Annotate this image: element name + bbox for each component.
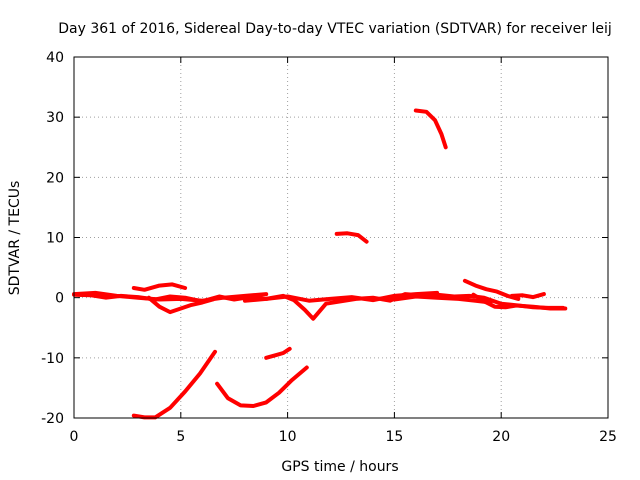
series-track-m: [264, 346, 292, 360]
series-track-i: [334, 231, 369, 244]
series-track-g: [471, 292, 568, 311]
series-track-d: [242, 290, 440, 303]
series-track-l: [215, 365, 309, 408]
grid: [74, 57, 608, 418]
x-axis-label: GPS time / hours: [281, 459, 398, 475]
chart-title: Day 361 of 2016, Sidereal Day-to-day VTE…: [58, 21, 612, 37]
series-track-b: [131, 282, 188, 292]
series-track-e: [392, 294, 493, 305]
series-track-k: [131, 349, 217, 420]
series-track-f: [462, 278, 521, 301]
series-track-a: [72, 290, 269, 303]
y-tick-label: -20: [41, 411, 64, 427]
y-tick-label: 40: [46, 50, 64, 66]
series-track-c: [146, 295, 215, 315]
y-tick-label: 0: [55, 291, 64, 307]
data-series: [72, 108, 568, 420]
x-tick-label: 25: [599, 429, 617, 445]
series-track-j: [413, 108, 448, 150]
y-tick-label: 20: [46, 170, 64, 186]
x-tick-label: 10: [279, 429, 297, 445]
axis-ticks: 0 5 10 15 20 25 -20 -10 0 10 20 30 40: [41, 50, 617, 445]
x-tick-label: 15: [385, 429, 403, 445]
y-tick-label: -10: [41, 351, 64, 367]
x-tick-label: 20: [492, 429, 510, 445]
x-tick-label: 5: [176, 429, 185, 445]
x-tick-label: 0: [70, 429, 79, 445]
series-track-h: [509, 292, 546, 300]
y-tick-label: 30: [46, 110, 64, 126]
y-axis-label: SDTVAR / TECUs: [7, 181, 23, 296]
y-tick-label: 10: [46, 231, 64, 247]
